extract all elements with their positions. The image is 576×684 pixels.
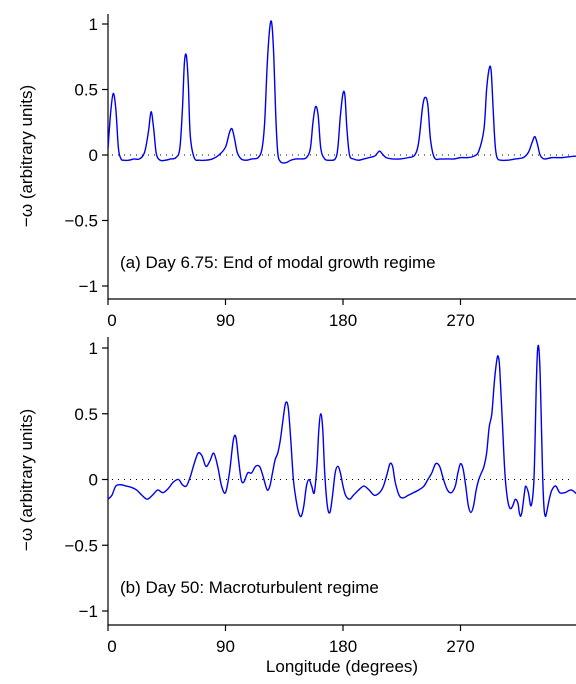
y-tick-label: −1 xyxy=(79,602,98,621)
panel-b: −ω (arbitrary units) 1 0.5 0 −0.5 −1 0 90 180 2… xyxy=(17,337,576,676)
x-axis-ticks: 0 90 180 270 xyxy=(107,625,475,656)
y-axis-label: −ω (arbitrary units) xyxy=(17,409,36,551)
y-tick-label: −1 xyxy=(79,277,98,296)
y-axis-ticks: 1 0.5 0 −0.5 −1 xyxy=(64,15,108,296)
x-tick-label: 90 xyxy=(216,311,235,330)
omega-series-line xyxy=(107,344,576,518)
x-axis-ticks: 0 90 180 270 xyxy=(107,299,475,330)
y-tick-label: −0.5 xyxy=(64,212,98,231)
x-tick-label: 0 xyxy=(107,311,116,330)
y-tick-label: 0 xyxy=(89,471,98,490)
y-tick-label: 0 xyxy=(89,146,98,165)
x-tick-label: 270 xyxy=(446,637,474,656)
y-tick-label: 1 xyxy=(89,339,98,358)
x-tick-label: 90 xyxy=(216,637,235,656)
panel-annotation: (b) Day 50: Macroturbulent regime xyxy=(120,578,379,597)
y-tick-label: 0.5 xyxy=(74,405,98,424)
x-tick-label: 180 xyxy=(329,311,357,330)
panel-a: −ω (arbitrary units) 1 0.5 0 −0.5 −1 0 90 180 2… xyxy=(17,14,576,330)
panel-annotation: (a) Day 6.75: End of modal growth regime xyxy=(120,253,436,272)
x-tick-label: 0 xyxy=(107,637,116,656)
omega-series-line xyxy=(107,20,576,164)
x-tick-label: 270 xyxy=(446,311,474,330)
x-tick-label: 180 xyxy=(329,637,357,656)
x-axis-label: Longitude (degrees) xyxy=(266,657,418,676)
y-axis-label: −ω (arbitrary units) xyxy=(17,85,36,227)
y-tick-label: −0.5 xyxy=(64,536,98,555)
y-axis-ticks: 1 0.5 0 −0.5 −1 xyxy=(64,339,108,621)
y-tick-label: 1 xyxy=(89,15,98,34)
y-tick-label: 0.5 xyxy=(74,81,98,100)
